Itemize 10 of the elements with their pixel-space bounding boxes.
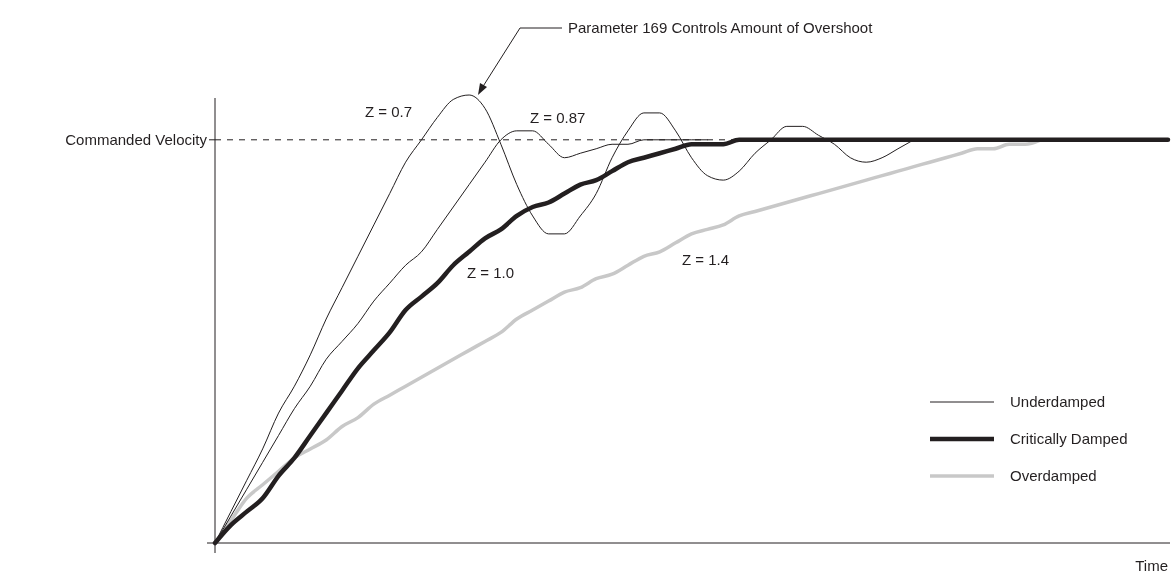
annotation: Z = 1.4: [682, 251, 730, 269]
legend-label: Critically Damped: [1010, 430, 1128, 448]
text: Parameter 169 Controls Amount of Overshoot: [568, 19, 874, 37]
annotation: Z = 0.7: [365, 103, 413, 121]
legend-label: Overdamped: [1010, 467, 1097, 485]
legend-label: Underdamped: [1010, 393, 1106, 411]
annotation: Z = 1.0: [467, 264, 515, 282]
x-axis-title: Time: [1135, 557, 1168, 574]
annotation: Z = 0.87: [530, 109, 586, 127]
ref-line-label: Commanded Velocity: [65, 131, 208, 149]
